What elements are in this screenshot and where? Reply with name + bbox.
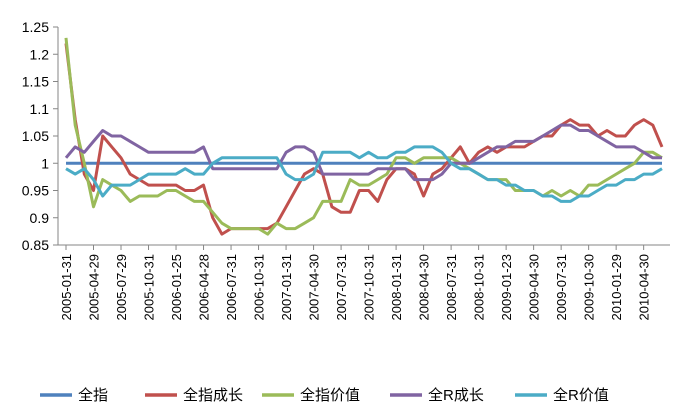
y-tick-label: 1.05 — [22, 128, 49, 144]
x-tick-label: 2006-10-31 — [252, 254, 267, 321]
series-line-3 — [64, 37, 663, 236]
x-tick-label: 2005-01-31 — [59, 254, 74, 321]
y-tick-label: 1.2 — [30, 46, 50, 62]
x-tick-label: 2008-01-31 — [389, 254, 404, 321]
x-tick-label: 2008-10-31 — [472, 254, 487, 321]
series-line-4 — [64, 123, 662, 182]
legend: 全指 全指成长 全指价值 全R成长 全R价值 — [40, 386, 609, 404]
y-tick-label: 1.1 — [30, 101, 50, 117]
y-tick-label: 1 — [41, 155, 49, 171]
x-axis: 2005-01-31 2005-04-29 2005-07-29 2005-10-31… — [58, 244, 670, 321]
x-tick-label: 2009-01-23 — [499, 254, 514, 321]
x-tick-label: 2006-07-31 — [224, 254, 239, 321]
legend-label: 全指 — [78, 386, 108, 404]
x-tick-label: 2008-07-31 — [444, 254, 459, 321]
x-tick-label: 2006-04-28 — [197, 254, 212, 321]
y-tick-label: 0.9 — [30, 210, 50, 226]
x-tick-label: 2005-07-29 — [114, 254, 129, 321]
x-tick-label: 2005-10-31 — [142, 254, 157, 321]
x-tick-label: 2008-04-30 — [417, 254, 432, 321]
legend-label: 全R成长 — [428, 386, 484, 404]
x-tick-label: 2007-01-31 — [279, 254, 294, 321]
legend-label: 全指成长 — [183, 386, 243, 404]
legend-label: 全指价值 — [300, 386, 360, 404]
series-line-5 — [65, 145, 663, 203]
x-tick-label: 2006-01-25 — [169, 254, 184, 321]
x-tick-label: 2010-04-30 — [637, 254, 652, 321]
x-tick-label: 2007-07-31 — [334, 254, 349, 321]
y-tick-label: 1.15 — [22, 74, 49, 90]
series-line-2 — [64, 43, 664, 236]
y-tick-label: 1.25 — [22, 19, 49, 35]
x-tick-label: 2005-04-29 — [87, 254, 102, 321]
series-lines — [64, 37, 664, 236]
y-tick-label: 0.85 — [22, 237, 49, 253]
y-tick-label: 0.95 — [22, 183, 49, 199]
legend-label: 全R价值 — [553, 386, 609, 404]
x-tick-label: 2009-07-31 — [554, 254, 569, 321]
x-tick-label: 2007-10-31 — [362, 254, 377, 321]
x-tick-label: 2009-04-30 — [527, 254, 542, 321]
x-tick-label: 2007-04-30 — [307, 254, 322, 321]
x-tick-label: 2010-01-29 — [609, 254, 624, 321]
x-tick-label: 2009-10-30 — [582, 254, 597, 321]
y-axis: 0.85 0.9 0.95 1 1.05 1.1 1.15 1.2 1.25 — [22, 19, 59, 253]
